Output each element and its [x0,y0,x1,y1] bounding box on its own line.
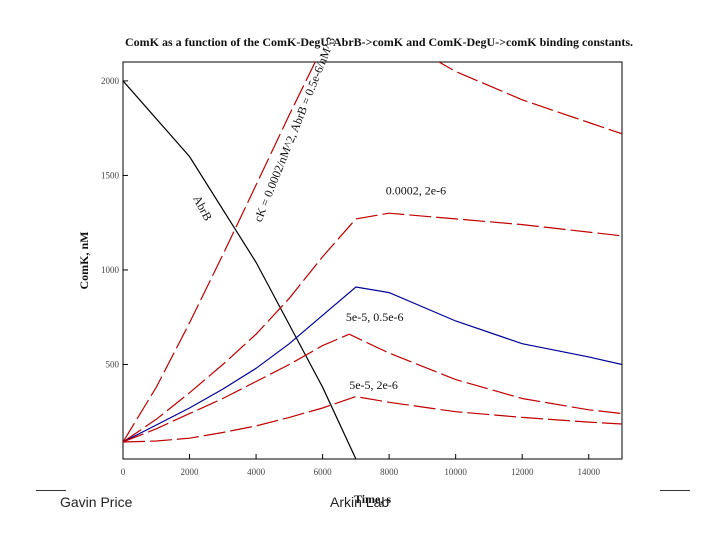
series-line [123,212,622,443]
series-line [123,62,622,443]
annotation-label: 5e-5, 2e-6 [349,378,398,392]
annotation-label: 0.0002, 2e-6 [386,183,446,197]
plot-frame [122,61,623,460]
chart-title: ComK as a function of the ComK-DegU-AbrB… [125,35,633,49]
y-tick-label: 2000 [101,76,120,86]
x-tick-label: 0 [121,467,126,477]
x-axis-label: Time, s [354,492,391,506]
footer-author: Gavin Price [60,494,133,510]
footer-rule-left [36,490,66,491]
x-tick-label: 6000 [314,467,333,477]
x-tick-label: 14000 [577,467,600,477]
x-tick-label: 2000 [181,467,200,477]
footer-lab: Arkin Lab [330,494,390,510]
x-tick-label: 8000 [380,467,399,477]
series-line [123,80,357,459]
x-tick-label: 10000 [444,467,467,477]
y-axis-label: ComK, nM [77,232,91,290]
y-tick-label: 500 [106,359,120,369]
x-tick-label: 4000 [247,467,266,477]
x-tick-label: 12000 [511,467,534,477]
annotation-label: cK = 0.0002/nM^2, AbrB = 0.5e-6/nM^3 [251,35,338,224]
series-line [123,286,622,443]
series-line [123,395,622,443]
annotation-label: AbrB [190,193,215,223]
y-tick-label: 1500 [101,170,120,180]
series-line [123,333,622,443]
y-tick-label: 1000 [101,265,120,275]
footer-rule-right [660,490,690,491]
annotation-label: 5e-5, 0.5e-6 [346,310,404,324]
